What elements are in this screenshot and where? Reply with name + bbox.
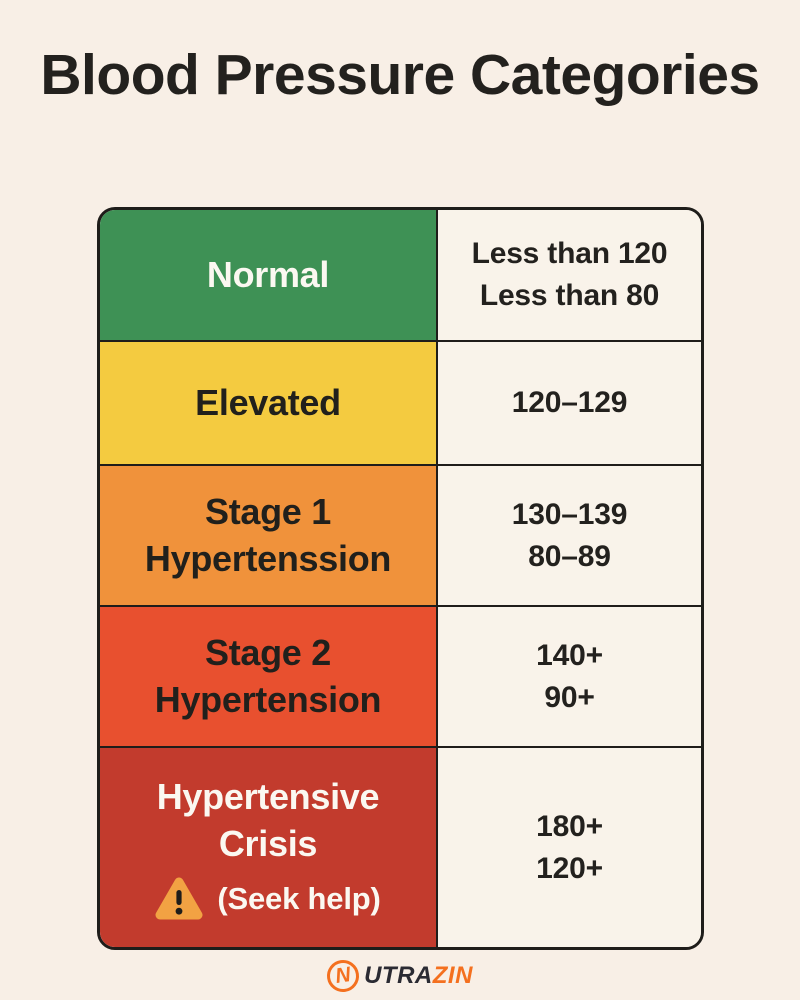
value-label: Less than 120 Less than 80 bbox=[471, 237, 668, 312]
n-swoosh-icon: N bbox=[325, 957, 362, 995]
value-cell-stage2: 140+ 90+ bbox=[438, 605, 701, 746]
blood-pressure-table: Normal Less than 120 Less than 80 Elevat… bbox=[97, 207, 704, 950]
value-label: 120–129 bbox=[511, 386, 628, 419]
brand-prefix: UTRA bbox=[364, 962, 433, 989]
category-label: Normal bbox=[206, 253, 330, 295]
category-cell-stage2: Stage 2 Hypertension bbox=[100, 605, 438, 746]
value-cell-elevated: 120–129 bbox=[438, 340, 701, 464]
brand-wordmark: UTRAZIN bbox=[364, 962, 473, 990]
category-cell-elevated: Elevated bbox=[100, 340, 438, 464]
value-label: 130–139 80–89 bbox=[511, 497, 628, 573]
category-cell-stage1: Stage 1 Hypertenssion bbox=[100, 464, 438, 605]
category-label: Stage 1 Hypertenssion bbox=[144, 491, 392, 579]
value-cell-normal: Less than 120 Less than 80 bbox=[438, 210, 701, 340]
value-cell-crisis: 180+ 120+ bbox=[438, 746, 701, 947]
value-cell-stage1: 130–139 80–89 bbox=[438, 464, 701, 605]
value-label: 140+ 90+ bbox=[536, 638, 603, 714]
category-label: Stage 2 Hypertension bbox=[154, 632, 382, 720]
seek-help-note: (Seek help) bbox=[155, 877, 381, 921]
value-label: 180+ 120+ bbox=[536, 809, 603, 885]
category-cell-crisis: Hypertensive Crisis (Seek help) bbox=[100, 746, 438, 947]
category-cell-normal: Normal bbox=[100, 210, 438, 340]
brand-suffix: ZIN bbox=[432, 962, 473, 989]
footer-brand: N UTRAZIN bbox=[0, 952, 800, 1000]
warning-triangle-icon bbox=[155, 877, 203, 920]
page-title: Blood Pressure Categories bbox=[40, 43, 760, 107]
category-label: Hypertensive Crisis bbox=[156, 776, 380, 864]
category-label: Elevated bbox=[195, 381, 341, 423]
seek-help-label: (Seek help) bbox=[217, 880, 381, 916]
